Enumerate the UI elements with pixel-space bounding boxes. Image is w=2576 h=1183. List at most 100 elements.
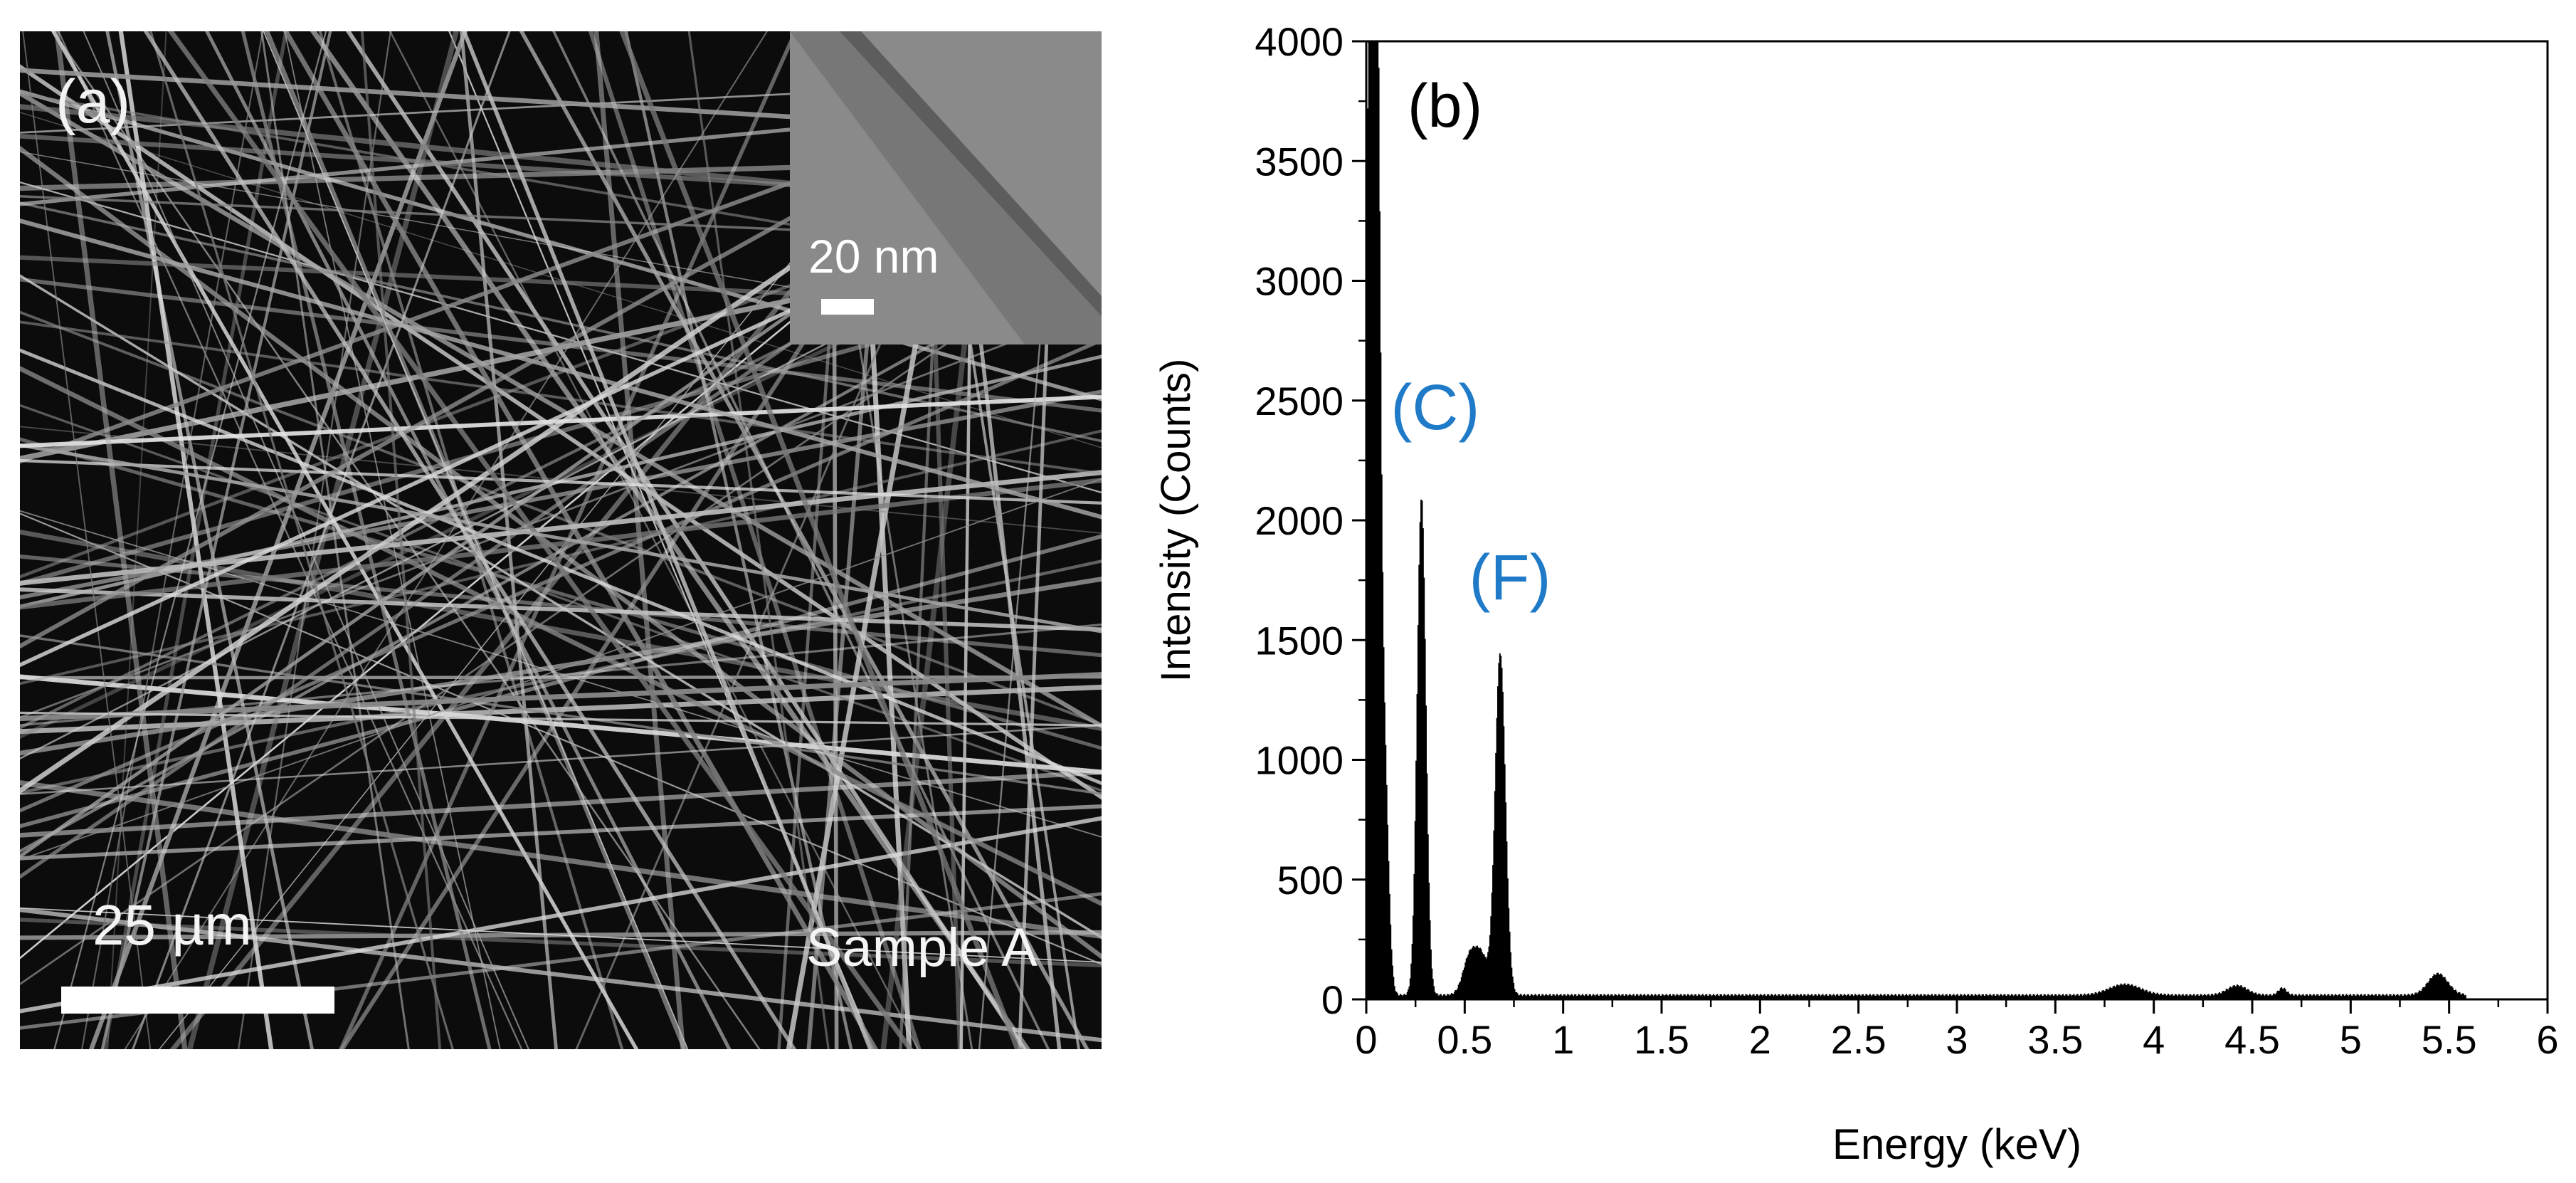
spectrum-bar — [1683, 994, 1685, 999]
spectrum-bar — [1961, 996, 1963, 1000]
spectrum-bar — [2156, 992, 2158, 999]
spectrum-bar — [2459, 994, 2461, 1000]
spectrum-bar — [1615, 994, 1617, 999]
spectrum-bar — [1725, 996, 1727, 999]
spectrum-bar — [1762, 996, 1764, 999]
spectrum-bar — [2274, 994, 2276, 999]
spectrum-bar — [1708, 995, 1709, 1000]
spectrum-bar — [1850, 994, 1852, 999]
spectrum-bar — [2323, 995, 2325, 1000]
spectrum-bar — [1826, 994, 1827, 999]
spectrum-bar — [1894, 994, 1896, 1000]
spectrum-bar — [1442, 996, 1444, 1000]
spectrum-bar — [1547, 996, 1549, 1000]
spectrum-bar — [1792, 994, 1794, 999]
spectrum-bar — [1784, 995, 1786, 1000]
spectrum-bar — [2169, 996, 2171, 999]
spectrum-bar — [1609, 996, 1611, 1000]
spectrum-bar — [1770, 995, 1772, 999]
spectrum-bar — [1825, 994, 1827, 1000]
nanofiber — [20, 320, 1102, 475]
spectrum-bar — [1963, 994, 1965, 999]
spectrum-bar — [1854, 994, 1857, 1000]
spectrum-bar — [2315, 996, 2317, 1000]
spectrum-bar — [1698, 994, 1700, 1000]
spectrum-bar — [2348, 994, 2350, 1000]
spectrum-bar — [2373, 996, 2375, 999]
spectrum-bar — [1511, 976, 1514, 999]
spectrum-bar — [1509, 931, 1511, 1000]
spectrum-bar — [1748, 995, 1750, 999]
spectrum-bar — [1400, 994, 1403, 999]
spectrum-bar — [1673, 994, 1675, 999]
spectrum-bar — [2306, 994, 2308, 1000]
spectrum-bar — [2428, 981, 2430, 999]
spectrum-bar — [1722, 995, 1724, 999]
spectrum-bar — [1496, 686, 1499, 1000]
panel-label-b: (b) — [1408, 72, 1482, 140]
spectrum-bar — [1864, 995, 1866, 1000]
spectrum-bar — [1811, 994, 1813, 999]
spectrum-bar — [2145, 989, 2148, 1000]
spectrum-bar — [1445, 996, 1447, 1000]
spectrum-bar — [2212, 994, 2214, 1000]
spectrum-bar — [2116, 984, 2118, 999]
spectrum-bar — [2130, 985, 2132, 1000]
spectrum-bar — [1794, 996, 1796, 999]
nanofiber — [360, 31, 442, 1049]
spectrum-bar — [1469, 949, 1472, 1000]
spectrum-bar — [2276, 990, 2279, 999]
spectrum-bar — [2421, 989, 2423, 999]
spectrum-bar — [1544, 995, 1546, 999]
spectrum-bar — [2454, 989, 2456, 999]
spectrum-bar — [1874, 995, 1876, 1000]
spectrum-bar — [1699, 994, 1701, 999]
spectrum-bar — [2402, 996, 2404, 999]
spectrum-bar — [1552, 994, 1554, 999]
nanofiber — [22, 31, 152, 1049]
spectrum-bar — [1470, 949, 1472, 1000]
spectrum-bar — [1978, 994, 1980, 1000]
spectrum-bar — [2335, 994, 2338, 1000]
spectrum-bar — [1891, 994, 1893, 999]
spectrum-bar — [2145, 990, 2147, 999]
spectrum-bar — [1917, 995, 1919, 1000]
spectrum-bar — [1688, 994, 1690, 999]
spectrum-bar — [1635, 996, 1637, 999]
spectrum-bar — [2207, 994, 2209, 999]
spectrum-bar — [1474, 947, 1477, 1000]
spectrum-bar — [2102, 990, 2104, 1000]
spectrum-bar — [2407, 994, 2409, 1000]
spectrum-bar — [2291, 994, 2293, 1000]
spectrum-bar — [2120, 983, 2122, 1000]
spectrum-bar — [2070, 994, 2072, 999]
nanofiber — [20, 577, 1102, 756]
spectrum-bar — [1630, 995, 1632, 999]
spectrum-bar — [1765, 995, 1767, 999]
spectrum-bar — [1719, 994, 1721, 1000]
spectrum-bar — [1524, 995, 1526, 1000]
spectrum-bar — [1714, 995, 1716, 999]
spectrum-bar — [2438, 974, 2440, 999]
spectrum-bar — [2413, 994, 2415, 1000]
spectrum-bar — [1988, 994, 1990, 1000]
spectrum-bar — [1387, 824, 1389, 999]
spectrum-bar — [2201, 994, 2203, 999]
spectrum-bar — [2313, 994, 2315, 999]
spectrum-bar — [1971, 994, 1973, 999]
spectrum-bar — [1403, 994, 1405, 999]
spectrum-bar — [1468, 950, 1470, 999]
spectrum-bar — [1446, 995, 1448, 999]
spectrum-bar — [2459, 992, 2461, 1000]
x-tick-label: 5.5 — [2422, 1017, 2477, 1062]
spectrum-bar — [1981, 994, 1983, 999]
spectrum-bar — [1974, 994, 1976, 1000]
spectrum-bar — [1918, 996, 1921, 999]
spectrum-bar — [1450, 994, 1452, 999]
spectrum-bar — [1472, 945, 1474, 1000]
spectrum-bar — [2305, 994, 2307, 1000]
spectrum-bar — [2222, 990, 2224, 999]
spectrum-bar — [1465, 958, 1467, 999]
spectrum-bar — [2405, 996, 2407, 999]
spectrum-bar — [2374, 994, 2376, 1000]
